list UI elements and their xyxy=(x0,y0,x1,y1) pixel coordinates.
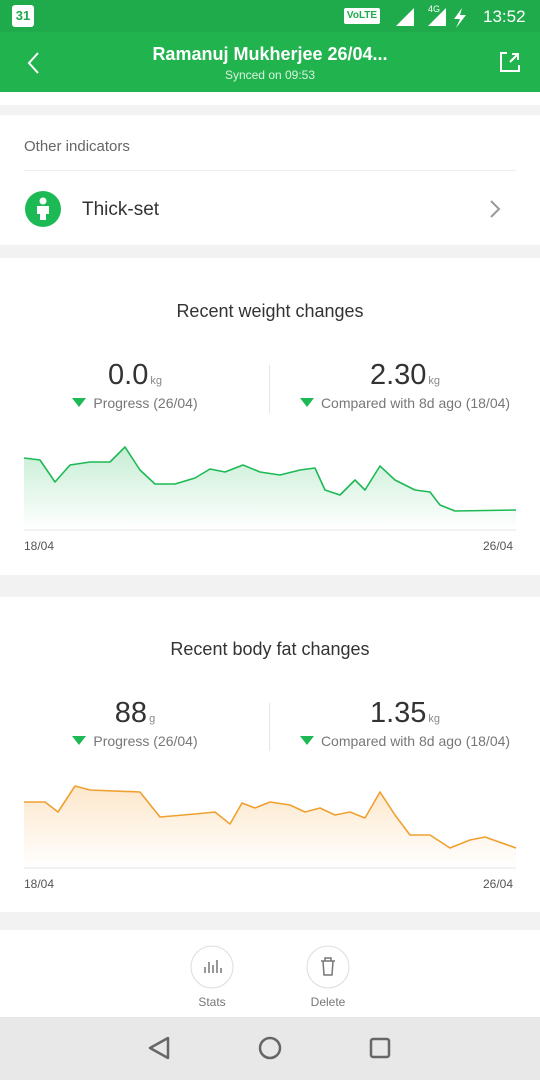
fat-right-value: 1.35 kg xyxy=(270,697,540,730)
down-arrow xyxy=(72,398,87,407)
weight-start-date: 18/04 xyxy=(24,539,55,553)
value: 2.30 xyxy=(369,359,427,391)
calendar-icon: 31 xyxy=(12,5,34,27)
line xyxy=(24,785,517,849)
delete-label: Delete xyxy=(310,995,346,1009)
action-bar: Stats Delete xyxy=(0,930,540,1017)
nav-buttons[interactable] xyxy=(0,1017,540,1080)
body-type-label[interactable]: Thick-set xyxy=(82,199,160,220)
signal-type: 4G xyxy=(428,4,441,14)
unit: kg xyxy=(428,375,441,387)
weight-title: Recent weight changes xyxy=(176,301,364,321)
indicators-card: Other indicators Thick-set xyxy=(0,115,540,245)
fat-title: Recent body fat changes xyxy=(170,639,370,659)
weight-right-value: 2.30 kg xyxy=(270,359,540,392)
line xyxy=(23,446,517,512)
partial-card xyxy=(0,92,540,105)
header-title: Ramanuj Mukherjee 26/04... xyxy=(152,44,388,64)
value: 1.35 xyxy=(369,697,427,729)
label: Compared with 8d ago (18/04) xyxy=(320,733,511,749)
weight-end-date: 26/04 xyxy=(483,539,514,553)
indicators-heading: Other indicators xyxy=(24,138,130,155)
area xyxy=(24,447,516,530)
signal-icons xyxy=(396,8,466,28)
label: Compared with 8d ago (18/04) xyxy=(320,395,511,411)
weight-left-label: Progress (26/04) xyxy=(0,395,270,411)
unit: kg xyxy=(428,713,441,725)
fat-card: Recent body fat changes 88 g Progress (26… xyxy=(0,597,540,912)
value: 0.0 xyxy=(108,359,149,391)
area xyxy=(24,786,516,868)
weight-right-label: Compared with 8d ago (18/04) xyxy=(270,395,540,411)
nav-bar xyxy=(0,1017,540,1080)
weight-left-value: 0.0 kg xyxy=(0,359,270,392)
fat-start-date: 18/04 xyxy=(24,877,55,891)
fat-sparkline xyxy=(24,785,517,869)
fat-right-label: Compared with 8d ago (18/04) xyxy=(270,733,540,749)
divider xyxy=(269,365,270,413)
divider xyxy=(24,170,516,171)
value: 88 xyxy=(114,697,148,729)
network-badge: VoLTE xyxy=(344,8,380,24)
header-subtitle: Synced on 09:53 xyxy=(224,68,316,82)
delete-button[interactable] xyxy=(306,945,350,989)
body-type-icon xyxy=(25,191,61,227)
fat-left-label: Progress (26/04) xyxy=(0,733,270,749)
unit: kg xyxy=(150,375,162,387)
chevron[interactable] xyxy=(488,199,502,219)
label: Progress (26/04) xyxy=(93,395,198,411)
stats-button[interactable] xyxy=(190,945,234,989)
fat-end-date: 26/04 xyxy=(483,877,514,891)
app-header: Ramanuj Mukherjee 26/04... Synced on 09:… xyxy=(0,32,540,92)
stats-label: Stats xyxy=(198,995,226,1009)
share-button[interactable] xyxy=(498,50,522,74)
divider xyxy=(269,703,270,751)
unit: g xyxy=(149,713,156,725)
weight-card: Recent weight changes 0.0 kg Progress (26… xyxy=(0,258,540,575)
down-arrow xyxy=(299,398,314,407)
status-bar: 31 VoLTE 4G 13:52 xyxy=(0,0,540,32)
down-arrow xyxy=(299,736,314,745)
clock: 13:52 xyxy=(483,7,526,26)
down-arrow xyxy=(72,736,87,745)
fat-left-value: 88 g xyxy=(0,697,270,730)
weight-sparkline xyxy=(23,446,517,531)
label: Progress (26/04) xyxy=(93,733,198,749)
back-button[interactable] xyxy=(24,50,44,76)
